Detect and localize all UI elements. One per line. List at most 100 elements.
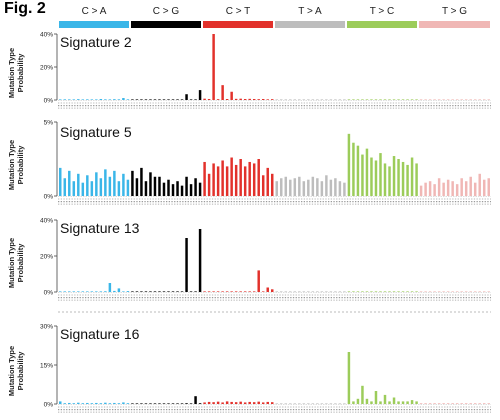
signature-bar	[261, 291, 265, 292]
signature-bar	[289, 403, 292, 404]
signature-bar	[428, 99, 432, 100]
signature-bar	[167, 179, 170, 196]
signature-bar	[149, 291, 152, 292]
signature-panel: Mutation Type Probability Signature 16 0…	[0, 318, 500, 418]
signature-bar	[59, 99, 62, 100]
signature-bar	[329, 291, 333, 292]
mutation-type-header-ct: C > T	[202, 0, 274, 30]
mutation-type-label: C > T	[225, 6, 251, 17]
signature-bar	[446, 179, 450, 196]
signature-bar	[68, 402, 71, 404]
mutation-type-header-cg: C > G	[130, 0, 202, 30]
signature-bar	[212, 34, 215, 100]
signature-bar	[104, 291, 107, 292]
signature-bar	[451, 181, 454, 196]
signature-bar	[266, 167, 269, 196]
signature-bar	[171, 99, 175, 100]
signature-bar	[374, 160, 378, 196]
signature-bar	[144, 181, 148, 196]
signature-bar	[487, 403, 490, 404]
signature-bar	[248, 98, 251, 100]
signature-bar	[392, 156, 396, 196]
signature-bar	[379, 401, 382, 404]
signature-bar	[158, 403, 161, 404]
y-tick-label: 0%	[44, 98, 54, 105]
signature-bar	[221, 85, 224, 100]
signature-bar	[131, 170, 134, 196]
signature-bar	[212, 163, 215, 196]
signature-bar	[185, 94, 188, 100]
signature-bar	[185, 176, 188, 196]
signature-bar	[153, 99, 157, 100]
signature-bar	[189, 403, 193, 404]
signature-bar	[257, 401, 260, 404]
signature-bar	[239, 98, 242, 100]
signature-bar	[293, 291, 297, 292]
signature-bar	[153, 291, 157, 292]
signature-bar	[68, 291, 71, 292]
signature-bar	[325, 175, 328, 196]
signature-bar	[212, 291, 215, 292]
signature-bar	[352, 401, 355, 404]
signature-bar	[424, 403, 427, 404]
signature-bar	[99, 403, 103, 404]
signature-bar	[257, 270, 260, 292]
signature-bar	[216, 291, 220, 292]
signature-bar	[482, 179, 486, 196]
signature-bar	[225, 401, 229, 404]
signature-bar	[203, 291, 206, 292]
signature-bar	[162, 403, 166, 404]
signature-bar	[198, 90, 202, 100]
signature-bar	[388, 166, 391, 196]
mutation-type-label: T > A	[298, 6, 322, 17]
signature-bar	[104, 99, 107, 100]
signature-bar	[478, 403, 481, 404]
signature-bar	[302, 181, 306, 196]
signature-bar	[95, 99, 98, 100]
signature-bar	[374, 99, 378, 100]
signature-bar	[271, 173, 274, 196]
signature-bar	[59, 291, 62, 292]
signature-bar	[99, 99, 103, 100]
signature-panel: Mutation Type Probability Signature 5 0%…	[0, 118, 500, 208]
signature-bar	[113, 99, 116, 100]
signature-title: Signature 16	[60, 326, 140, 342]
mutation-type-header-tc: T > C	[346, 0, 418, 30]
signature-bar	[307, 403, 310, 404]
signature-bar	[401, 291, 405, 292]
signature-bar	[473, 403, 477, 404]
signature-bar	[108, 403, 112, 404]
signature-bar	[162, 291, 166, 292]
signature-bar	[293, 403, 297, 404]
signature-bar	[135, 99, 139, 100]
signature-bar	[266, 287, 269, 292]
signature-bar	[280, 403, 283, 404]
signature-bar	[320, 291, 324, 292]
y-tick-label: 0%	[44, 402, 54, 409]
signature-bar	[325, 291, 328, 292]
signature-bar	[131, 291, 134, 292]
signature-bar	[361, 99, 364, 100]
signature-bar	[221, 291, 224, 292]
signature-bar	[243, 402, 247, 404]
signature-bar	[212, 402, 215, 404]
signature-bar	[207, 99, 211, 100]
signature-bar	[180, 99, 184, 100]
signature-bar	[90, 181, 94, 196]
signature-bar	[347, 133, 351, 196]
signature-panel: Mutation Type Probability Signature 13 0…	[0, 214, 500, 304]
signature-bar	[356, 145, 360, 196]
signature-bar	[77, 402, 80, 404]
signature-bar	[437, 99, 441, 100]
signature-bar	[397, 291, 400, 292]
signature-bar	[329, 179, 333, 196]
signature-bar	[176, 403, 179, 404]
signature-bar	[108, 99, 112, 100]
signature-bar	[81, 182, 85, 196]
signature-bar	[90, 291, 94, 292]
signature-bar	[415, 401, 418, 404]
signature-bar	[370, 157, 373, 196]
signature-bar	[216, 401, 220, 404]
signature-bar	[230, 91, 233, 100]
signature-bar	[415, 99, 418, 100]
